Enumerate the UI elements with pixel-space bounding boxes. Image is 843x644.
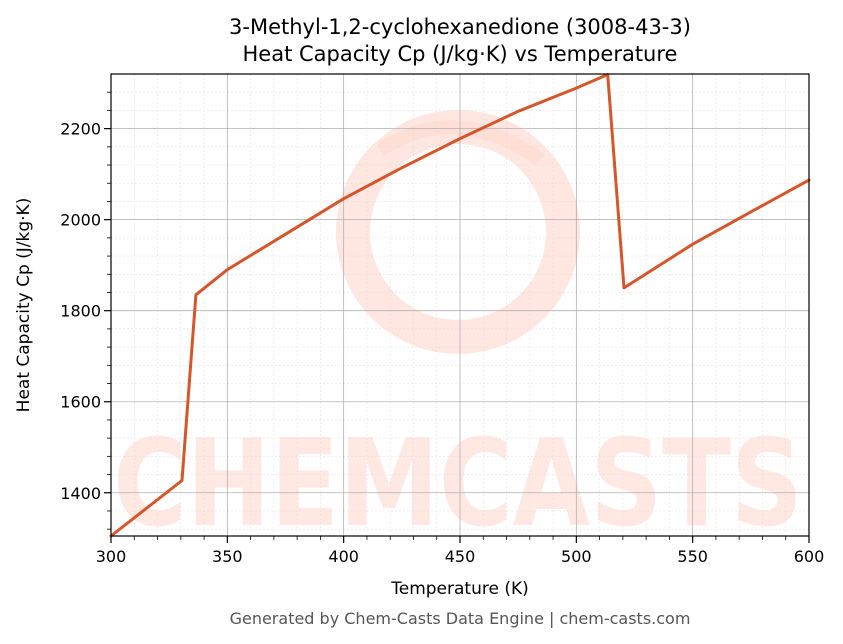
watermark-text: CHEMCASTS xyxy=(113,415,803,554)
y-tick-label: 2000 xyxy=(60,211,101,230)
y-axis-label: Heat Capacity Cp (J/kg·K) xyxy=(14,198,34,413)
y-tick-label: 1800 xyxy=(60,302,101,321)
y-tick-label: 1600 xyxy=(60,393,101,412)
chart-title: 3-Methyl-1,2-cyclohexanedione (3008-43-3… xyxy=(229,15,691,39)
chemcasts-watermark: CHEMCASTS xyxy=(113,110,803,554)
x-tick-label: 300 xyxy=(96,547,127,566)
x-tick-label: 600 xyxy=(794,547,825,566)
chart-subtitle: Heat Capacity Cp (J/kg·K) vs Temperature xyxy=(243,42,678,66)
footer-credit: Generated by Chem-Casts Data Engine | ch… xyxy=(230,609,691,628)
watermark-logo xyxy=(336,110,580,354)
x-tick-label: 400 xyxy=(328,547,359,566)
series-layer xyxy=(109,73,811,538)
x-tick-label: 450 xyxy=(445,547,476,566)
x-tick-label: 350 xyxy=(212,547,243,566)
x-axis-label: Temperature (K) xyxy=(390,579,529,599)
x-tick-label: 550 xyxy=(677,547,708,566)
y-tick-label: 1400 xyxy=(60,484,101,503)
y-tick-label: 2200 xyxy=(60,120,101,139)
series-line-heat-capacity xyxy=(109,73,811,538)
axis-ticks: 300 350 400 450 500 550 600 1400 1600 1800 2000 220… xyxy=(60,91,825,566)
x-tick-label: 500 xyxy=(561,547,592,566)
